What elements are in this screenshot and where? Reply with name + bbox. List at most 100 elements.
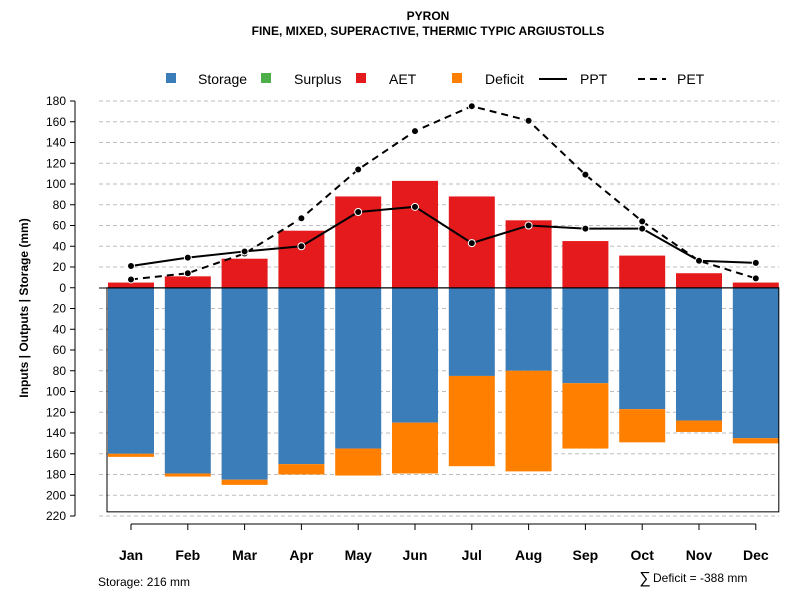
line-series (127, 102, 760, 284)
ppt-point-aug (524, 221, 533, 230)
y-tick-label: 0 (59, 281, 66, 295)
pet-point-feb (183, 269, 192, 278)
legend-key-aet (356, 73, 366, 83)
y-tick-label: 100 (46, 177, 66, 191)
legend-label-surplus: Surplus (294, 71, 341, 87)
y-tick-label: 140 (46, 136, 66, 150)
deficit-bar-jan (108, 453, 154, 457)
y-tick-label: 80 (53, 198, 67, 212)
pet-point-aug (524, 116, 533, 125)
storage-footnote: Storage: 216 mm (98, 575, 190, 589)
aet-bar-feb (164, 276, 211, 288)
pet-point-sep (581, 170, 590, 179)
sum-icon: ∑ (639, 570, 650, 587)
deficit-bar-feb (164, 473, 211, 477)
y-tick-label: 200 (46, 488, 66, 502)
ppt-point-jun (411, 202, 419, 211)
ppt-point-nov (695, 256, 703, 265)
x-tick-label-feb: Feb (175, 547, 200, 563)
ppt-point-may (354, 208, 363, 217)
ppt-point-mar (240, 247, 249, 256)
aet-bar-jun (392, 180, 438, 288)
deficit-bar-jun (392, 422, 438, 474)
ppt-point-apr (297, 242, 306, 251)
aet-bar-aug (505, 220, 552, 288)
storage-bar-oct (619, 287, 666, 410)
x-tick-label-apr: Apr (289, 547, 314, 563)
legend-label-pet: PET (677, 71, 705, 87)
y-axis-label: Inputs | Outputs | Storage (mm) (17, 218, 31, 397)
y-tick-label: 180 (46, 94, 66, 108)
storage-bar-nov (676, 287, 722, 421)
x-tick-label-jun: Jun (403, 547, 428, 563)
storage-bar-jan (108, 287, 154, 454)
y-tick-label: 20 (53, 260, 67, 274)
deficit-bar-sep (562, 383, 609, 449)
aet-bar-nov (676, 273, 722, 288)
legend-label-deficit: Deficit (485, 71, 524, 87)
storage-bar-feb (164, 287, 211, 474)
y-tick-label: 60 (53, 219, 67, 233)
pet-point-jul (467, 102, 476, 111)
deficit-bar-jul (448, 375, 495, 467)
deficit-bar-nov (676, 420, 722, 432)
legend: Storage Surplus AET Deficit PPT PET (166, 71, 705, 87)
grid-lines (99, 100, 779, 517)
storage-capacity-box (106, 287, 780, 513)
storage-bar-dec (732, 287, 779, 439)
x-tick-label-nov: Nov (686, 547, 713, 563)
x-axis: Jan Feb Mar Apr May Jun Jul Aug Sep Oct Nov Dec (119, 523, 769, 563)
y-tick-label: 180 (46, 468, 66, 482)
aet-bar-dec (732, 282, 779, 288)
legend-label-storage: Storage (198, 71, 247, 87)
legend-label-aet: AET (389, 71, 417, 87)
ppt-point-jan (127, 261, 135, 270)
aet-bar-jan (108, 282, 154, 288)
x-tick-label-dec: Dec (743, 547, 769, 563)
pet-point-jan (127, 275, 135, 284)
ppt-point-jul (467, 239, 476, 248)
pet-point-may (354, 165, 363, 174)
deficit-bar-dec (732, 438, 779, 444)
ppt-point-oct (638, 224, 647, 233)
y-tick-label: 140 (46, 426, 66, 440)
aet-bar-sep (562, 241, 609, 288)
pet-point-apr (297, 214, 306, 223)
ppt-line (130, 205, 756, 267)
storage-bar-jul (448, 287, 495, 376)
bars (108, 180, 779, 485)
aet-bar-apr (278, 230, 325, 288)
y-axis: 1801601401201008060402002040608010012014… (46, 94, 76, 523)
deficit-bar-apr (278, 464, 325, 475)
x-tick-label-aug: Aug (515, 547, 542, 563)
storage-bar-apr (278, 287, 325, 465)
deficit-bar-oct (619, 409, 666, 443)
storage-bar-jun (392, 287, 438, 423)
deficit-bar-mar (221, 479, 268, 485)
y-tick-label: 220 (46, 509, 66, 523)
y-tick-label: 20 (53, 302, 67, 316)
y-tick-label: 40 (53, 239, 67, 253)
legend-key-surplus (261, 73, 271, 83)
aet-bar-mar (221, 258, 268, 288)
y-tick-label: 80 (53, 364, 67, 378)
ppt-point-dec (751, 258, 760, 267)
deficit-footnote: Deficit = -388 mm (653, 571, 747, 585)
x-tick-label-jul: Jul (462, 547, 482, 563)
y-tick-label: 100 (46, 385, 66, 399)
y-tick-label: 160 (46, 115, 66, 129)
y-tick-label: 120 (46, 405, 66, 419)
storage-bar-aug (505, 287, 552, 371)
x-tick-label-sep: Sep (573, 547, 599, 563)
chart-title: PYRON (407, 9, 450, 23)
aet-bar-oct (619, 255, 666, 288)
legend-key-storage (166, 73, 176, 83)
x-tick-label-oct: Oct (631, 547, 655, 563)
legend-label-ppt: PPT (580, 71, 608, 87)
y-tick-label: 60 (53, 343, 67, 357)
pet-point-dec (751, 274, 760, 283)
storage-bar-sep (562, 287, 609, 384)
legend-key-deficit (452, 73, 462, 83)
pet-point-oct (638, 217, 647, 226)
